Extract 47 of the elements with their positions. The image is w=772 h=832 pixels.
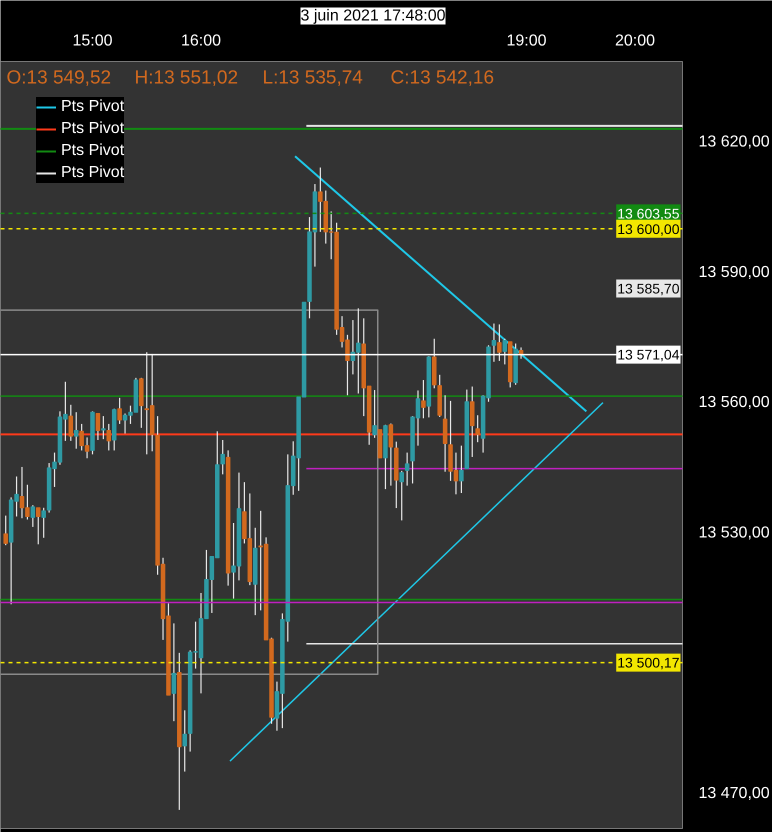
candlestick [36,507,41,545]
text: 3 juin 2021 17:48:00 [300,8,446,24]
candlestick [101,416,106,440]
candlestick [492,322,496,362]
candlestick [388,422,394,486]
candlestick [475,414,480,443]
annotation: H:13 551,02 [134,68,238,88]
candlestick [502,338,508,365]
annotation: 13 585,70 [617,280,680,296]
candlestick [41,507,46,538]
y-tick-label: 13 620,00 [698,133,770,150]
x-tick-label: 16:00 [180,32,222,50]
annotation: O:13 549,52 [6,68,112,88]
candlestick [459,445,464,494]
candlestick [68,404,74,442]
candlestick [3,515,8,546]
candlestick [96,412,100,441]
y-tick-label: 13 530,00 [698,524,770,542]
legend-label: Pts Pivot [61,164,124,182]
candlestick [30,504,36,528]
ref-line-label: 13 603,55 [617,205,680,222]
ref-line-label: 13 600,00 [617,220,680,237]
candlestick [399,470,404,521]
x-tick-label: 20:00 [614,32,656,50]
candlestick [404,452,410,486]
candlestick [74,412,78,450]
candlestick [117,397,122,425]
ref-line-label: 13 500,17 [617,654,680,671]
legend-label: Pts Pivot [61,142,124,160]
ref-line-label: 13 571,04 [617,346,680,363]
legend-label: Pts Pivot [61,98,124,116]
y-tick-label: 13 470,00 [698,785,770,802]
y-tick-label: 13 560,00 [698,394,770,412]
x-tick-label: 15:00 [72,32,113,50]
candlestick [172,622,176,722]
x-tick-label: 19:00 [506,32,547,50]
candlestick [372,389,377,438]
annotation: L:13 535,74 [262,68,364,88]
y-tick-label: 13 590,00 [698,264,770,281]
candlestick [220,439,225,475]
candlestick [106,423,112,452]
legend-label: Pts Pivot [61,120,124,138]
candlestick [421,379,426,419]
candlestick [497,324,502,362]
candlestick [470,386,474,458]
candlestick [182,710,187,772]
annotation: C:13 542,16 [390,68,494,88]
